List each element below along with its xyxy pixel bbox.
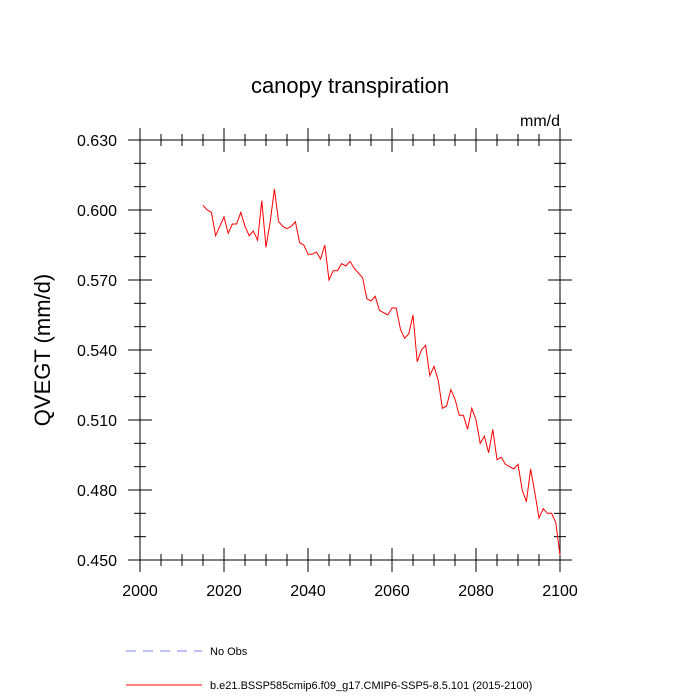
data-series [202,188,561,556]
y-tick-label: 0.570 [77,273,117,290]
x-tick-label: 2040 [290,583,326,600]
y-tick-label: 0.480 [77,483,117,500]
legend-entry-label: No Obs [210,646,248,658]
x-tick-label: 2100 [542,583,578,600]
legend-entry-label: b.e21.BSSP585cmip6.f09_g17.CMIP6-SSP5-8.… [210,680,532,692]
chart-title: canopy transpiration [251,73,449,98]
y-tick-label: 0.450 [77,553,117,570]
y-tick-label: 0.600 [77,203,117,220]
plot-frame [139,139,561,561]
x-axis-tick-labels: 2000 2020 2040 2060 2080 2100 [122,583,578,600]
y-axis-label: QVEGT (mm/d) [30,274,55,426]
y-tick-label: 0.630 [77,133,117,150]
x-tick-label: 2000 [122,583,158,600]
y-tick-label: 0.540 [77,343,117,360]
legend: No Obs b.e21.BSSP585cmip6.f09_g17.CMIP6-S… [126,646,532,692]
units-label: mm/d [520,113,560,130]
x-tick-label: 2060 [374,583,410,600]
x-tick-label: 2080 [458,583,494,600]
y-axis-tick-labels: 0.450 0.480 0.510 0.540 0.570 0.600 0.630 [77,133,117,570]
series-line [202,188,561,556]
x-tick-label: 2020 [206,583,242,600]
axis-ticks [128,128,572,572]
y-tick-label: 0.510 [77,413,117,430]
